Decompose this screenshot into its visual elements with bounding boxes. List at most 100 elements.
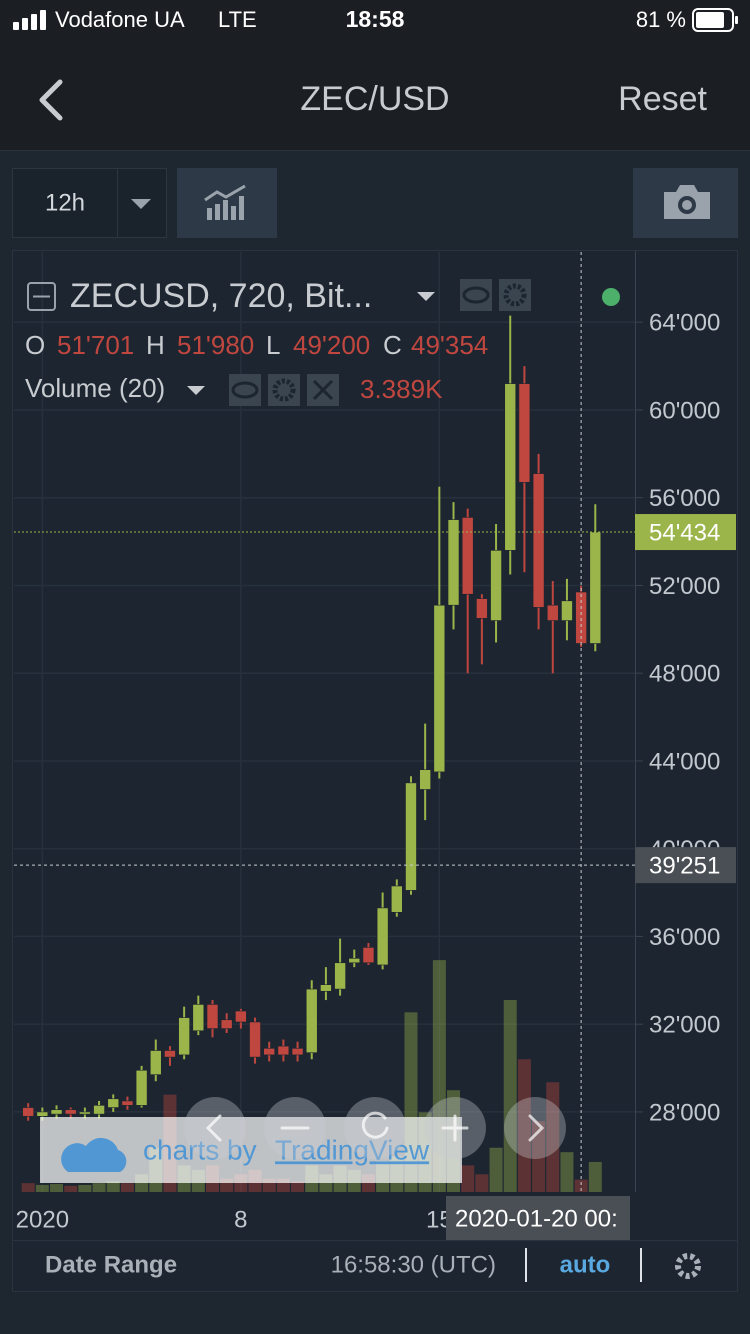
last-price-label: 54'434 <box>649 519 720 546</box>
camera-icon <box>664 185 710 219</box>
volume-bar <box>35 1184 49 1192</box>
volume-bar <box>21 1183 35 1192</box>
battery-level: 81 % <box>636 7 686 32</box>
ohlc-key: H <box>146 330 165 360</box>
candle-body <box>461 517 474 595</box>
crosshair-price-label: 39'251 <box>649 852 720 879</box>
auto-scale-button[interactable]: auto <box>560 1251 611 1278</box>
footer-settings[interactable] <box>675 1253 701 1279</box>
date-range-button[interactable]: Date Range <box>45 1251 177 1278</box>
volume-bar <box>546 1082 560 1192</box>
ohlc-key: O <box>25 330 45 360</box>
candle-body <box>391 885 403 913</box>
candle-body <box>93 1105 105 1115</box>
volume-bar <box>106 1181 120 1192</box>
candle-body <box>518 383 531 483</box>
nav-glyph <box>361 1111 389 1139</box>
candle-body <box>419 769 431 790</box>
candle-body <box>320 984 332 992</box>
candle-body <box>433 604 446 773</box>
interval-dropdown[interactable] <box>117 168 167 238</box>
collapse-icon[interactable] <box>27 282 56 311</box>
nav-glyph <box>441 1114 469 1142</box>
volume-bar <box>489 1147 503 1192</box>
clock-utc[interactable]: 16:58:30 (UTC) <box>331 1251 496 1278</box>
volume-bar <box>50 1184 64 1192</box>
gear-icon <box>272 378 296 402</box>
candle-body <box>348 958 361 964</box>
volume-bar <box>475 1174 489 1192</box>
volume-bar <box>503 999 517 1192</box>
network: LTE <box>218 7 257 32</box>
candle-body <box>235 1010 247 1023</box>
candle-body <box>504 383 517 551</box>
watermark-link[interactable]: TradingView <box>275 1134 430 1165</box>
indicators-icon <box>204 184 246 220</box>
candle-body <box>149 1050 162 1075</box>
candle-body <box>107 1098 120 1108</box>
title-dropdown[interactable] <box>417 292 435 301</box>
back-button[interactable] <box>39 79 63 121</box>
candle-body <box>561 600 573 621</box>
crosshair-price-tag <box>635 847 736 884</box>
close-icon <box>312 379 334 401</box>
overlay: 54'434 39'251 2020-01-20 00: charts by Tradi… <box>14 252 736 1240</box>
eye-icon <box>231 381 259 399</box>
candle-body <box>192 1004 205 1032</box>
volume-bar <box>92 1183 106 1192</box>
gear-icon <box>503 283 527 307</box>
crosshair-time-tag <box>446 1196 630 1240</box>
watermark-text: charts by <box>143 1134 257 1165</box>
candle-body <box>291 1048 304 1056</box>
reset-button[interactable]: Reset <box>618 80 707 118</box>
candle-body <box>36 1111 49 1117</box>
candle-body <box>490 550 502 621</box>
last-price-tag <box>635 514 736 551</box>
candle-body <box>362 947 375 964</box>
candle-body <box>220 1019 233 1029</box>
eye-icon <box>462 286 490 304</box>
ohlc-value: 51'701 <box>57 330 134 360</box>
candle-body <box>334 962 346 990</box>
volume-value: 3.389K <box>360 374 443 404</box>
candle-body <box>405 782 417 891</box>
candle-body <box>50 1109 63 1115</box>
y-tick-label: 52'000 <box>649 573 720 600</box>
page-title: ZEC/USD <box>300 80 449 118</box>
volume-bar <box>517 1059 531 1192</box>
y-tick-label: 60'000 <box>649 397 720 424</box>
volume-dropdown[interactable] <box>187 386 205 395</box>
candle-body <box>447 519 460 606</box>
volume-bar <box>461 1165 475 1192</box>
candle-body <box>589 531 602 644</box>
y-tick-label: 48'000 <box>649 661 720 688</box>
ohlc-value: 49'354 <box>411 330 488 360</box>
y-tick-label: 28'000 <box>649 1099 720 1126</box>
top-bar <box>0 0 750 150</box>
dropdown-arrow <box>131 199 151 209</box>
nav-button[interactable] <box>504 1097 566 1159</box>
signal-icon <box>13 10 46 30</box>
volume-bar <box>588 1162 602 1192</box>
nav-button[interactable] <box>344 1097 406 1159</box>
crosshair-time-label: 2020-01-20 00: <box>455 1205 618 1232</box>
candle-body <box>164 1050 176 1058</box>
ohlc-key: L <box>266 330 280 360</box>
ohlc-value: 51'980 <box>177 330 254 360</box>
battery-icon <box>692 8 738 32</box>
candle-body <box>135 1069 148 1106</box>
volume-bar <box>532 1121 546 1192</box>
candle-body <box>249 1021 261 1058</box>
x-tick-label: 2020 <box>16 1206 69 1233</box>
volume-bar <box>64 1185 78 1192</box>
nav-button[interactable] <box>184 1097 246 1159</box>
y-tick-label: 32'000 <box>649 1012 720 1039</box>
candle-body <box>206 1004 219 1029</box>
candle-body <box>22 1107 34 1117</box>
status-dot <box>602 288 620 306</box>
candle-body <box>121 1100 134 1106</box>
candle-body <box>376 907 389 966</box>
interval-button[interactable] <box>12 168 118 238</box>
